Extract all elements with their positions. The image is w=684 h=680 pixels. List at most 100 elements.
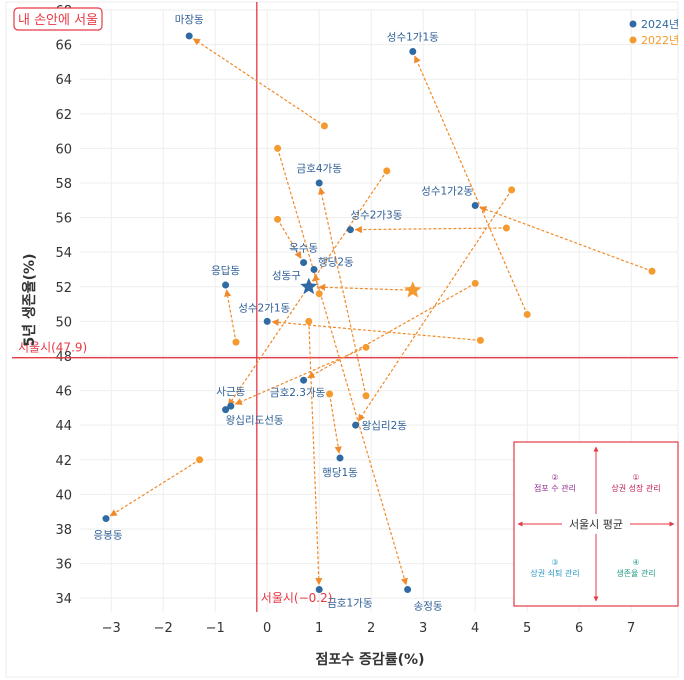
point-label: 성수1가2동 xyxy=(421,185,473,197)
district-2024-star xyxy=(300,277,318,295)
x-tick-label: −2 xyxy=(154,621,173,636)
y-tick-label: 64 xyxy=(55,73,72,88)
chart-frame xyxy=(5,1,679,678)
point-2022 xyxy=(232,338,240,346)
point-2022 xyxy=(362,392,370,400)
x-tick-label: 5 xyxy=(523,621,531,636)
x-axis-title: 점포수 증감률(%) xyxy=(316,651,425,668)
quadrant-legend: 서울시 평균 ② 점포 수 관리 ① 상권 성장 관리 ③ 상권 쇠퇴 관리 ④… xyxy=(513,441,679,607)
point-2022 xyxy=(523,310,531,318)
quadrant-legend-center-bg xyxy=(562,514,630,534)
y-tick-label: 58 xyxy=(55,177,72,192)
point-label: 금호1가동 xyxy=(327,598,373,610)
point-2024 xyxy=(336,454,344,462)
point-2022 xyxy=(502,224,510,232)
change-arrow xyxy=(357,189,513,422)
point-label: 응답동 xyxy=(211,265,240,277)
point-2024 xyxy=(300,376,308,384)
legend: 2024년 2022년 xyxy=(629,18,679,47)
legend-label-2024: 2024년 xyxy=(641,18,679,31)
source-tag-text: 내 손안에 서울 xyxy=(18,13,98,28)
district-2022-star xyxy=(404,281,422,298)
point-label: 왕십리2동 xyxy=(362,420,408,432)
quadrant-1-number: ① xyxy=(632,473,639,482)
x-tick-label: 1 xyxy=(315,621,323,636)
quadrant-2-label: 점포 수 관리 xyxy=(534,483,576,493)
point-2024 xyxy=(404,586,412,594)
change-arrow xyxy=(192,38,325,127)
point-2024 xyxy=(185,32,193,40)
seoul-average-horizontal-label: 서울시(47.9) xyxy=(18,341,87,355)
change-arrow xyxy=(354,225,507,234)
reference-lines: 서울시(−0.2) 서울시(47.9) xyxy=(12,2,678,612)
point-label: 사근동 xyxy=(216,386,245,398)
point-2022 xyxy=(315,290,323,298)
change-arrow xyxy=(224,289,237,343)
x-tick-label: 0 xyxy=(263,621,271,636)
point-2024 xyxy=(300,259,308,267)
change-arrow xyxy=(318,283,413,291)
legend-marker-2022 xyxy=(629,36,637,44)
change-arrow xyxy=(307,282,476,379)
point-2024 xyxy=(409,48,417,56)
x-tick-label: 2 xyxy=(367,621,375,636)
point-2022 xyxy=(648,267,656,275)
point-2022 xyxy=(274,144,282,152)
point-label: 금호2.3가동 xyxy=(270,387,326,399)
y-tick-label: 40 xyxy=(55,488,72,503)
y-tick-label: 56 xyxy=(55,212,72,227)
point-2022 xyxy=(320,122,328,130)
point-label: 행당1동 xyxy=(322,467,358,479)
point-2022 xyxy=(326,390,334,398)
change-arrows xyxy=(109,38,653,586)
y-tick-label: 66 xyxy=(55,39,72,54)
change-arrow xyxy=(109,459,200,517)
point-2022 xyxy=(471,279,479,287)
point-2022 xyxy=(508,186,516,194)
y-tick-label: 54 xyxy=(55,246,72,261)
change-arrow xyxy=(479,206,653,272)
y-tick-label: 34 xyxy=(55,592,72,607)
quadrant-legend-center-label: 서울시 평균 xyxy=(569,518,623,531)
point-label: 응봉동 xyxy=(94,530,123,542)
y-tick-label: 62 xyxy=(55,108,72,123)
data-points xyxy=(102,32,656,594)
quadrant-1-label: 상권 성장 관리 xyxy=(611,483,660,493)
seoul-average-vertical-label: 서울시(−0.2) xyxy=(261,591,333,605)
x-tick-label: 4 xyxy=(471,621,479,636)
point-label: 송정동 xyxy=(414,601,443,613)
y-tick-label: 44 xyxy=(55,419,72,434)
point-2024 xyxy=(315,179,323,187)
point-label: 옥수동 xyxy=(289,243,318,255)
point-label: 성수2가1동 xyxy=(238,302,290,314)
legend-label-2022: 2022년 xyxy=(641,34,679,47)
change-arrow xyxy=(318,187,367,396)
point-2024 xyxy=(227,402,235,410)
x-tick-label: 6 xyxy=(575,621,583,636)
point-2024 xyxy=(471,201,479,209)
point-label: 마장동 xyxy=(175,14,204,26)
point-2024 xyxy=(222,406,230,414)
point-label: 성수2가3동 xyxy=(350,210,402,222)
point-label: 성수1가1동 xyxy=(387,32,439,44)
point-label: 금호4가동 xyxy=(297,163,343,175)
point-2024 xyxy=(315,586,323,594)
point-label: 행당2동 xyxy=(318,256,354,268)
y-tick-label: 60 xyxy=(55,142,72,157)
y-tick-label: 46 xyxy=(55,385,72,400)
y-axis-title: 5년 생존율(%) xyxy=(21,254,38,347)
point-2024 xyxy=(102,515,110,523)
point-2022 xyxy=(274,215,282,223)
point-2024 xyxy=(222,281,230,289)
point-2022 xyxy=(476,336,484,344)
quadrant-4-label: 생존율 관리 xyxy=(616,568,655,578)
point-label: 왕십리도선동 xyxy=(226,415,284,427)
change-arrow xyxy=(308,321,323,586)
quadrant-2-number: ② xyxy=(551,473,558,482)
y-tick-label: 50 xyxy=(55,315,72,330)
y-tick-label: 36 xyxy=(55,558,72,573)
point-2022 xyxy=(305,317,313,325)
change-arrow xyxy=(414,55,528,315)
